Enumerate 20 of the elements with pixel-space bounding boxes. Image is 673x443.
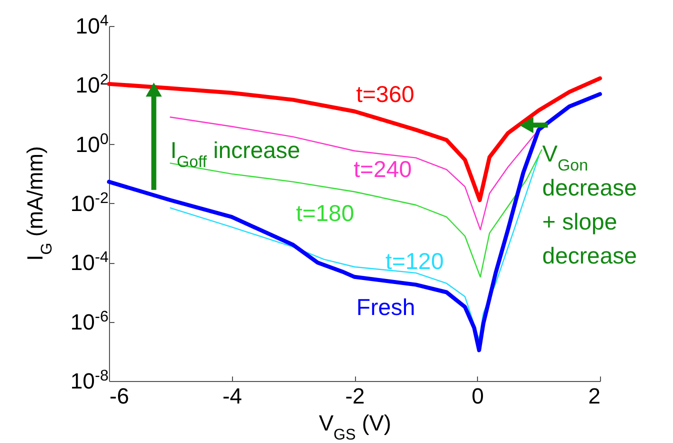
y-tick-label: 10$^{0}$ — [75, 130, 108, 157]
y-tick-label: 10$^{2}$ — [75, 71, 108, 98]
series-label: t=180 — [296, 200, 354, 226]
series-label: t=360 — [356, 80, 414, 107]
x-tick-label: 2 — [588, 384, 600, 408]
series-label: t=240 — [354, 156, 412, 182]
annotation: V$_{Gon}$ decrease + slope decrease — [542, 140, 637, 269]
y-tick-label: 10$^{-4}$ — [70, 248, 109, 276]
annotation: I$_{Goff}$ increase — [170, 136, 300, 171]
y-tick-label: 10$^{-2}$ — [70, 190, 108, 216]
x-tick-label: -4 — [222, 384, 242, 408]
x-tick-label: -2 — [345, 384, 365, 408]
y-tick-label: 10$^{-8}$ — [70, 367, 108, 394]
x-tick-label: 0 — [472, 384, 484, 408]
y-tick-label: 10$^{4}$ — [75, 12, 109, 38]
y-tick-label: 10$^{-6}$ — [70, 308, 108, 334]
series-label: Fresh — [356, 294, 416, 320]
x-tick-label: -6 — [110, 384, 130, 408]
series-label: t=120 — [386, 248, 444, 274]
x-axis-title: V$_{GS}$ (V) — [318, 410, 392, 443]
